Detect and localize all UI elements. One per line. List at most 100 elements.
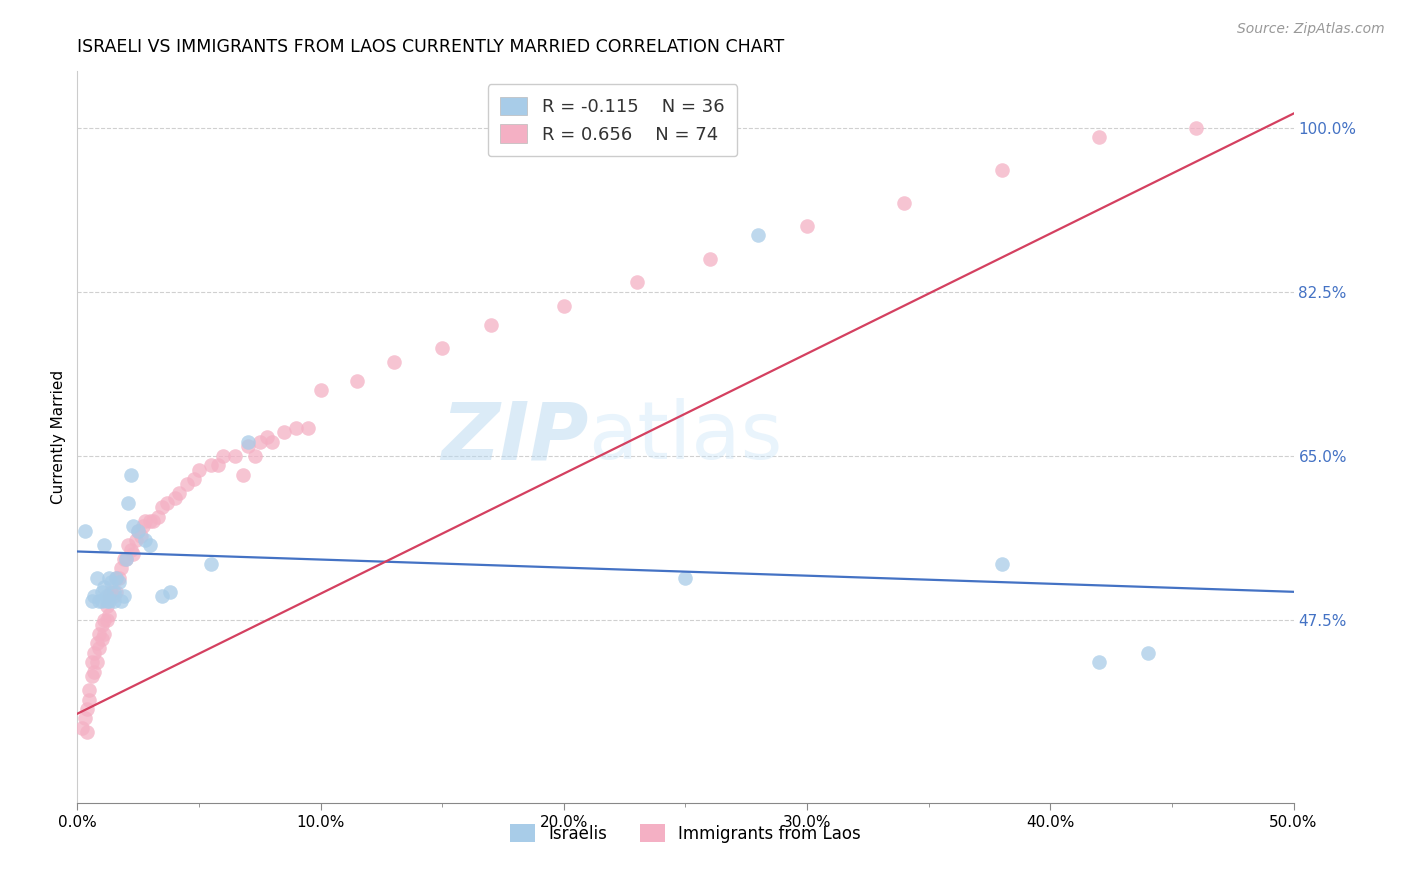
Point [105,571,128,585]
Point [675,571,697,585]
Point [122,547,145,561]
Point [169,486,191,500]
Point [139,515,162,529]
Point [232,467,254,482]
Text: atlas: atlas [588,398,783,476]
Point [83,646,105,660]
Point [382,355,405,369]
Point [90,632,112,646]
Point [112,590,135,604]
Text: ZIP: ZIP [440,398,588,476]
Point [127,524,149,538]
Point [224,449,246,463]
Point [80,669,103,683]
Point [159,584,181,599]
Point [152,590,174,604]
Point [86,636,108,650]
Point [103,584,125,599]
Point [134,515,156,529]
Point [70,721,93,735]
Point [105,571,128,585]
Point [127,524,149,538]
Point [90,584,112,599]
Point [146,509,169,524]
Point [73,711,96,725]
Point [110,594,132,608]
Point [346,374,368,388]
Point [747,228,769,243]
Point [990,557,1012,571]
Point [93,613,115,627]
Point [89,594,111,608]
Point [626,276,648,290]
Point [93,580,115,594]
Point [93,627,115,641]
Point [120,467,142,482]
Point [176,477,198,491]
Point [430,341,453,355]
Point [297,420,319,434]
Point [97,608,120,623]
Point [96,613,118,627]
Point [142,515,165,529]
Point [86,571,108,585]
Point [93,538,115,552]
Point [200,557,222,571]
Point [103,594,125,608]
Point [1088,655,1111,669]
Legend: Israelis, Immigrants from Laos: Israelis, Immigrants from Laos [503,818,868,849]
Point [152,500,174,515]
Point [125,533,148,548]
Point [80,594,103,608]
Point [80,655,103,669]
Text: ISRAELI VS IMMIGRANTS FROM LAOS CURRENTLY MARRIED CORRELATION CHART: ISRAELI VS IMMIGRANTS FROM LAOS CURRENTL… [77,38,785,56]
Point [309,383,332,397]
Point [107,575,129,590]
Point [90,617,112,632]
Point [107,571,129,585]
Point [207,458,229,473]
Point [990,162,1012,177]
Point [100,575,122,590]
Point [139,538,162,552]
Point [163,491,186,505]
Point [183,472,205,486]
Point [103,590,125,604]
Point [273,425,295,440]
Point [243,449,266,463]
Point [89,627,111,641]
Point [236,434,259,449]
Point [96,590,118,604]
Point [1088,130,1111,145]
Point [86,655,108,669]
Point [212,449,235,463]
Point [117,496,139,510]
Point [256,430,278,444]
Point [97,571,120,585]
Point [83,665,105,679]
Point [97,590,120,604]
Point [156,496,179,510]
Point [260,434,283,449]
Point [479,318,502,332]
Point [112,552,135,566]
Point [96,594,118,608]
Point [1136,646,1159,660]
Point [89,641,111,656]
Point [79,692,101,706]
Point [117,538,139,552]
Point [73,524,96,538]
Point [796,219,818,233]
Point [105,584,128,599]
Point [76,725,98,739]
Point [83,590,105,604]
Point [96,599,118,613]
Y-axis label: Currently Married: Currently Married [51,370,66,504]
Point [188,463,211,477]
Point [97,594,120,608]
Point [1185,120,1208,135]
Point [115,552,138,566]
Point [132,519,155,533]
Point [79,683,101,698]
Point [115,552,138,566]
